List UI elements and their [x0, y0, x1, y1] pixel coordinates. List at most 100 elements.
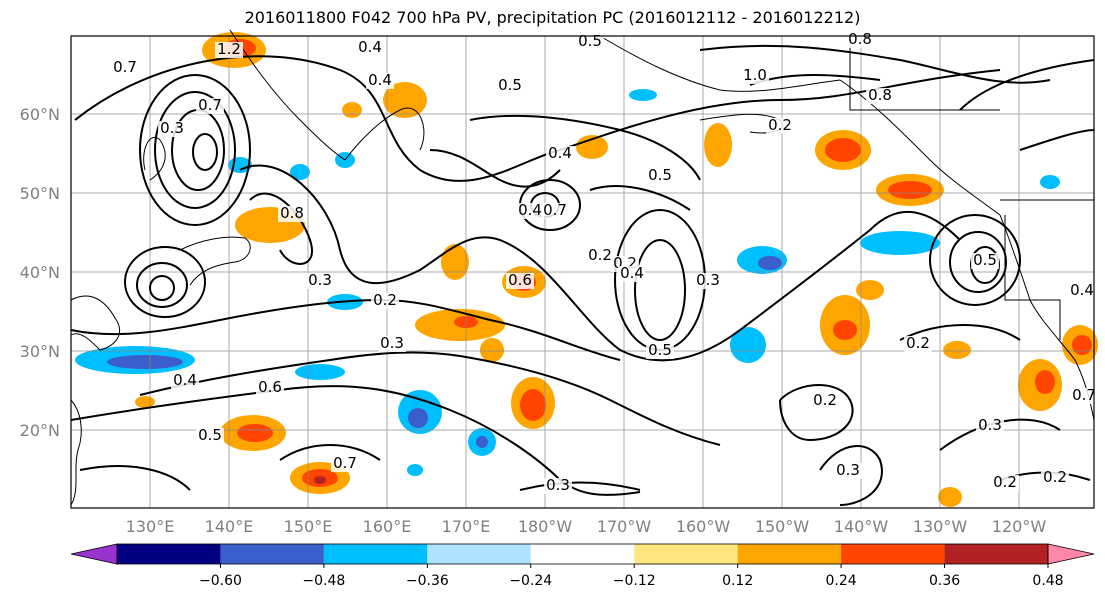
- colorbar-tick-label: −0.36: [406, 573, 449, 589]
- contour-labels: 1.2 0.4 0.50.40.81.00.80.70.30.70.60.50.40…: [111, 30, 1098, 494]
- contour-label-bg: [1068, 283, 1096, 299]
- contour-label-bg: [586, 248, 614, 264]
- latitude-labels: 60°N 50°N 40°N 30°N 20°N: [20, 105, 60, 440]
- contour-label: 0.4: [173, 371, 197, 389]
- longitude-label: 150°W: [755, 517, 810, 536]
- colorbar-tick-label: 0.12: [722, 573, 753, 589]
- contour-label: 0.6: [508, 271, 532, 289]
- precip-area: [520, 389, 546, 421]
- contour-label: 0.4: [518, 201, 542, 219]
- contour-label: 0.6: [258, 378, 282, 396]
- precip-area: [1072, 335, 1092, 355]
- contour-label: 0.7: [198, 96, 222, 114]
- precip-area: [237, 424, 273, 442]
- precip-area: [938, 487, 962, 507]
- longitude-label: 170°W: [597, 517, 652, 536]
- contour-label-bg: [158, 121, 186, 137]
- precip-area: [825, 138, 861, 162]
- contour-label-bg: [215, 42, 243, 58]
- latitude-label: 20°N: [20, 421, 60, 440]
- contour-label-bg: [496, 78, 524, 94]
- colorbar-segment: [634, 544, 738, 564]
- precip-area: [888, 181, 932, 199]
- precip-area: [383, 82, 427, 118]
- precip-area: [758, 256, 782, 270]
- contour-label-bg: [196, 98, 224, 114]
- contour-label: 0.3: [836, 461, 860, 479]
- contour-label: 0.2: [906, 334, 930, 352]
- precip-area: [833, 320, 857, 340]
- contour-label: 0.2: [588, 246, 612, 264]
- colorbar-segment: [323, 544, 428, 564]
- colorbar-tick-labels: −0.60 −0.48 −0.36 −0.24 −0.12 0.12 0.24 0.36 0.4…: [199, 564, 1064, 589]
- colorbar-tick-label: −0.12: [613, 573, 656, 589]
- precip-area: [314, 476, 326, 484]
- contour-label-bg: [1041, 470, 1069, 486]
- precip-area: [135, 396, 155, 408]
- contour-label: 0.3: [546, 476, 570, 494]
- colorbar-segment: [737, 544, 842, 564]
- contour-label-bg: [971, 253, 999, 269]
- contour-label: 0.8: [280, 204, 304, 222]
- contour-label-bg: [766, 118, 794, 134]
- contour-label: 0.2: [993, 473, 1017, 491]
- contour-label-bg: [904, 336, 932, 352]
- longitude-labels: 130°E 140°E 150°E 160°E 170°E 180°W 170°W 160°W…: [126, 517, 1047, 536]
- colorbar-segment: [841, 544, 945, 564]
- contour-label: 0.2: [768, 116, 792, 134]
- map-title: 2016011800 F042 700 hPa PV, precipitatio…: [244, 8, 861, 27]
- colorbar-tick-label: −0.60: [199, 573, 242, 589]
- latitude-label: 40°N: [20, 263, 60, 282]
- contour-label: 0.8: [848, 30, 872, 48]
- contour-label: 0.5: [648, 166, 672, 184]
- contour-label: 0.7: [333, 454, 357, 472]
- contour-label-bg: [1070, 388, 1098, 404]
- contour-label-bg: [506, 273, 534, 289]
- longitude-label: 160°E: [363, 517, 412, 536]
- precip-area: [860, 231, 940, 255]
- contour-label-bg: [371, 293, 399, 309]
- precip-area: [943, 341, 971, 359]
- coastlines: [70, 29, 1095, 506]
- contour-label: 0.7: [113, 58, 137, 76]
- precip-area: [295, 364, 345, 380]
- colorbar-segment: [220, 544, 324, 564]
- colorbar-segment: [530, 544, 635, 564]
- contour-label-bg: [546, 146, 574, 162]
- contour-label-bg: [811, 393, 839, 409]
- contour-label: 0.3: [380, 334, 404, 352]
- colorbar-extend-low: [70, 543, 118, 565]
- latitude-label: 60°N: [20, 105, 60, 124]
- contour-label: 0.4: [620, 264, 644, 282]
- contour-label: 0.8: [868, 86, 892, 104]
- contour-label: 0.3: [308, 271, 332, 289]
- precip-area: [1035, 370, 1055, 394]
- colorbar: [70, 543, 1095, 565]
- contour-label: 0.4: [1070, 281, 1094, 299]
- colorbar-segment: [944, 544, 1048, 564]
- longitude-label: 150°E: [284, 517, 333, 536]
- colorbar-tick-label: 0.48: [1032, 573, 1063, 589]
- colorbar-outline: [116, 543, 1049, 565]
- contour-label-bg: [618, 266, 646, 282]
- longitude-label: 140°E: [205, 517, 254, 536]
- contour-label: 0.4: [548, 144, 572, 162]
- contour-label-bg: [694, 273, 722, 289]
- contour-label-bg: [866, 88, 894, 104]
- contour-label: 0.4: [368, 71, 392, 89]
- colorbar-segment: [427, 544, 531, 564]
- precip-area: [480, 338, 504, 362]
- contour-label: 0.2: [1043, 468, 1067, 486]
- colorbar-extend-high: [1047, 543, 1095, 565]
- precip-area: [342, 102, 362, 118]
- precip-area: [730, 327, 766, 363]
- longitude-label: 180°W: [518, 517, 573, 536]
- contour-label-bg: [331, 456, 359, 472]
- latitude-label: 50°N: [20, 184, 60, 203]
- contour-label: 0.7: [543, 201, 567, 219]
- precip-area: [476, 436, 488, 448]
- contour-label-bg: [976, 418, 1004, 434]
- contour-label-bg: [516, 203, 544, 219]
- contour-label: 0.3: [978, 416, 1002, 434]
